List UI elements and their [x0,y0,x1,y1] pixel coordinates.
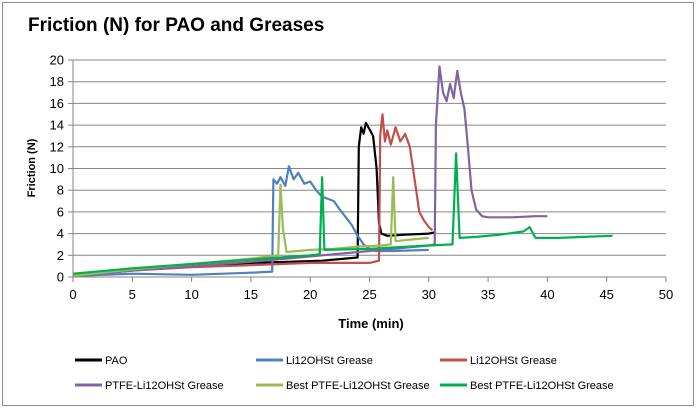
legend: PAO Li12OHSt Grease Li12OHSt Grease PTFE-Li… [75,355,614,392]
x-tick-label: 10 [184,287,198,302]
x-tick-label: 40 [540,287,554,302]
x-tick-label: 20 [303,287,317,302]
axes [68,59,667,282]
x-tick-label: 30 [422,287,436,302]
legend-label-2: Li12OHSt Grease [286,355,373,367]
y-tick-label: 0 [57,270,64,285]
y-tick-label: 14 [50,118,64,133]
x-tick-label: 5 [129,287,136,302]
series-line-4 [72,65,548,277]
y-tick-label: 4 [57,226,64,241]
legend-label-4: PTFE-Li12OHSt Grease [105,380,224,392]
x-tick-label: 50 [659,287,673,302]
y-tick-label: 16 [50,96,64,111]
series-line-2 [72,165,429,277]
legend-label-5: Best PTFE-Li12OHSt Grease [286,380,430,392]
x-tick-label: 45 [599,287,613,302]
x-tick-label: 0 [69,287,76,302]
y-tick-label: 12 [50,139,64,154]
y-tick-label: 20 [50,53,64,68]
x-axis-label: Time (min) [338,316,404,331]
chart-title: Friction (N) for PAO and Greases [28,15,324,36]
x-tick-label: 25 [362,287,376,302]
y-tick-label: 6 [57,204,64,219]
x-tick-label: 15 [244,287,258,302]
grid-lines [73,59,666,256]
y-tick-label: 8 [57,183,64,198]
legend-label-6: Best PTFE-Li12OHSt Grease [470,380,614,392]
y-tick-label: 2 [57,248,64,263]
series-line-6 [72,152,613,275]
x-tick-label: 35 [481,287,495,302]
legend-label-1: PAO [105,355,128,367]
legend-label-3: Li12OHSt Grease [470,355,557,367]
tick-labels: 0 2 4 6 8 10 12 14 16 18 20 0 5 10 15 20 25 30 35 40 45 50 [50,53,674,303]
series-layer [72,65,613,277]
y-tick-label: 10 [50,161,64,176]
chart-frame [2,2,694,406]
y-axis-label: Friction (N) [26,138,38,197]
y-tick-label: 18 [50,74,64,89]
series-line-3 [72,113,434,276]
